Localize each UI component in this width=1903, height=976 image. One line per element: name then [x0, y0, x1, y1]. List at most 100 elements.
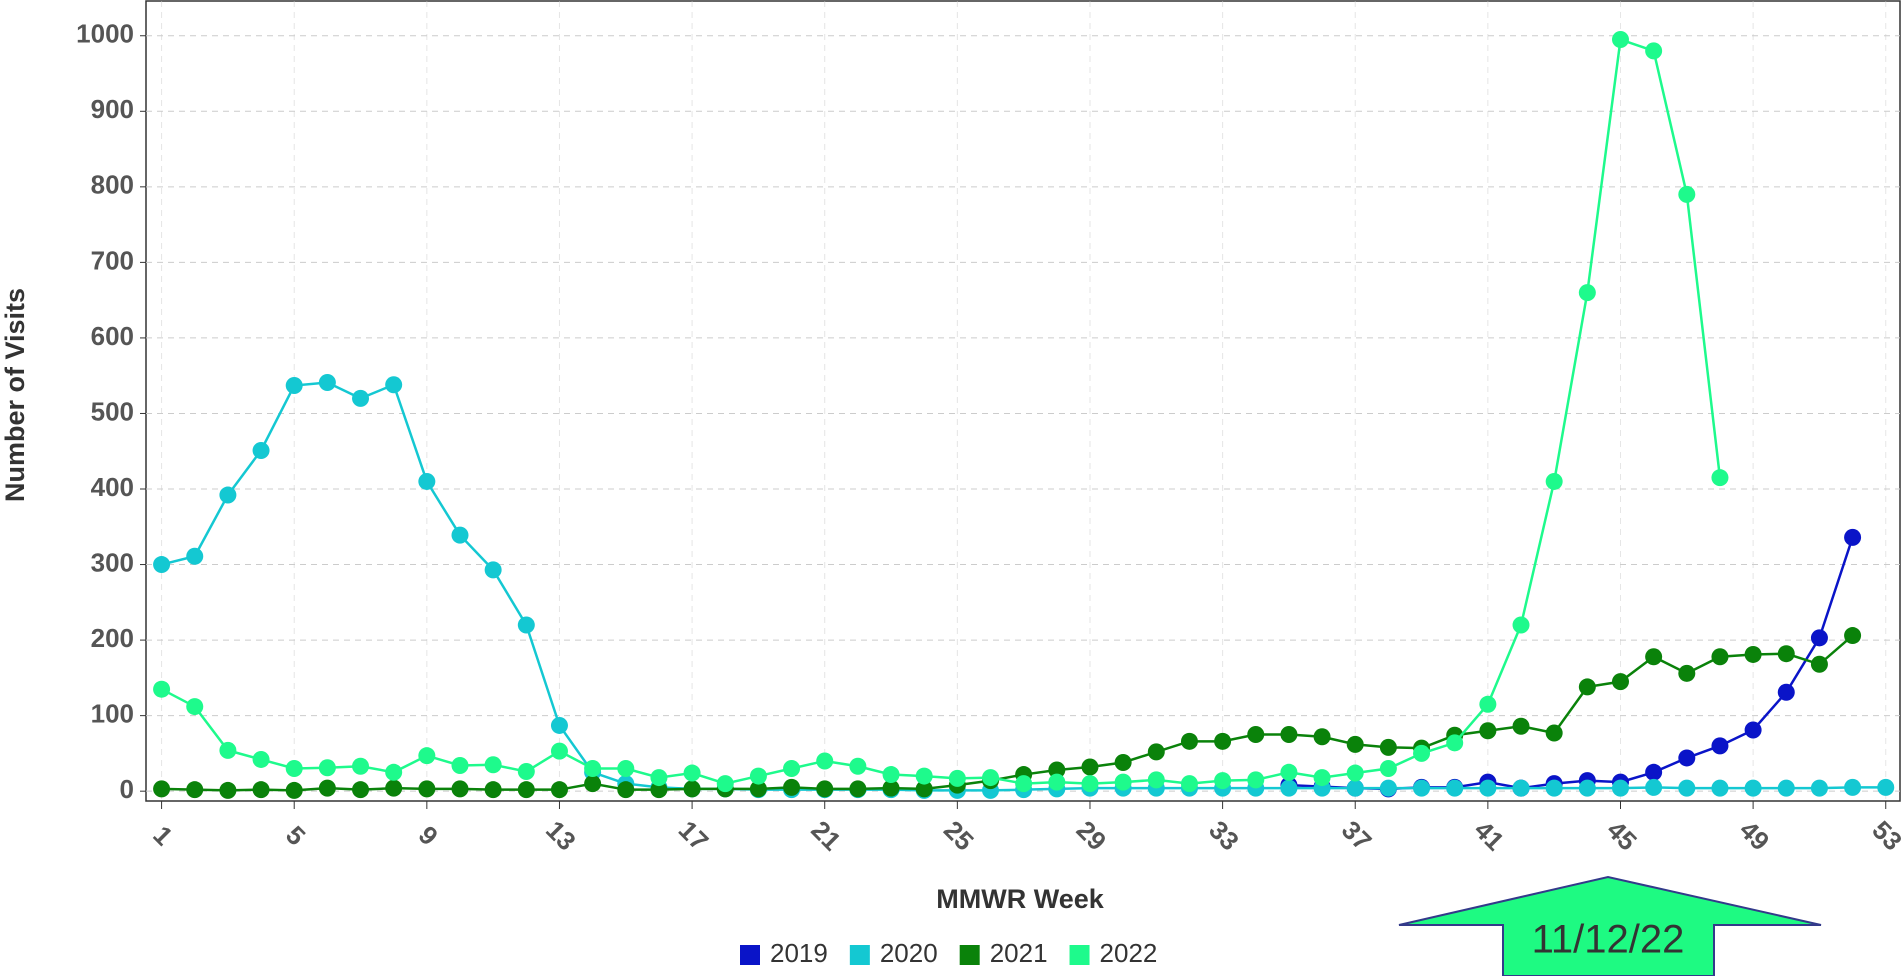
legend-swatch: [959, 945, 980, 965]
series-line: [161, 381, 1886, 792]
data-point: [617, 781, 635, 799]
x-tick-label: 53: [1866, 815, 1903, 857]
data-point: [1379, 738, 1397, 756]
data-point: [1180, 732, 1198, 750]
series-line: [1288, 536, 1854, 791]
data-point: [451, 526, 469, 544]
data-point: [285, 760, 303, 778]
series-line: [161, 634, 1854, 792]
data-point: [1114, 773, 1132, 791]
data-point: [517, 763, 535, 781]
annotation: 11/12/22: [1532, 918, 1685, 962]
data-point: [1280, 726, 1298, 744]
data-point: [219, 781, 237, 799]
legend-label: 2021: [990, 938, 1048, 968]
data-point: [318, 779, 336, 797]
data-point: [1744, 721, 1762, 739]
data-point: [650, 769, 668, 787]
data-point: [749, 767, 767, 785]
data-point: [1545, 472, 1563, 490]
data-point: [418, 747, 436, 765]
data-point: [1313, 769, 1331, 787]
data-point: [153, 680, 171, 698]
data-point: [153, 780, 171, 798]
data-point: [882, 779, 900, 797]
data-point: [1711, 469, 1729, 487]
data-point: [948, 769, 966, 787]
legend-swatch: [849, 945, 870, 965]
data-point: [352, 757, 370, 775]
data-point: [550, 716, 568, 734]
data-point: [451, 756, 469, 774]
y-tick-label: 100: [91, 699, 134, 729]
legend-label: 2020: [880, 938, 938, 968]
data-point: [1877, 778, 1895, 796]
data-point: [1645, 42, 1663, 60]
x-tick-label: 13: [540, 815, 582, 857]
data-point: [219, 486, 237, 504]
data-point: [1711, 779, 1729, 797]
data-point: [849, 757, 867, 775]
data-point: [451, 780, 469, 798]
data-point: [1578, 779, 1596, 797]
data-point: [1512, 717, 1530, 735]
x-tick-label: 49: [1734, 815, 1776, 857]
data-point: [385, 376, 403, 394]
data-point: [484, 756, 502, 774]
data-point: [418, 780, 436, 798]
data-point: [252, 750, 270, 768]
x-tick-label: 29: [1071, 815, 1113, 857]
data-point: [1678, 664, 1696, 682]
data-point: [882, 766, 900, 784]
data-point: [1479, 722, 1497, 740]
data-point: [186, 698, 204, 716]
x-tick-label: 25: [938, 815, 980, 857]
y-tick-label: 600: [91, 321, 134, 351]
data-point: [783, 760, 801, 778]
data-point: [484, 781, 502, 799]
data-point: [418, 472, 436, 490]
data-point: [816, 752, 834, 770]
y-tick-label: 200: [91, 623, 134, 653]
data-point: [1280, 763, 1298, 781]
x-tick-label: 33: [1203, 815, 1245, 857]
legend-label: 2022: [1100, 938, 1158, 968]
data-point: [1744, 779, 1762, 797]
data-point: [617, 760, 635, 778]
data-point: [1611, 31, 1629, 49]
x-tick-label: 17: [673, 815, 715, 857]
data-point: [1280, 779, 1298, 797]
data-point: [1810, 629, 1828, 647]
data-point: [153, 556, 171, 574]
y-tick-label: 1000: [76, 19, 134, 49]
y-tick-label: 500: [91, 396, 134, 426]
data-point: [1744, 645, 1762, 663]
data-point: [285, 781, 303, 799]
data-point: [584, 775, 602, 793]
data-point: [1578, 678, 1596, 696]
data-point: [1413, 744, 1431, 762]
data-point: [1844, 528, 1862, 546]
data-point: [1479, 695, 1497, 713]
data-point: [1081, 775, 1099, 793]
y-tick-label: 900: [91, 94, 134, 124]
data-point: [1479, 779, 1497, 797]
x-tick-label: 41: [1469, 815, 1511, 857]
plot-area: [145, 0, 1901, 802]
series-line: [161, 37, 1722, 785]
y-tick-label: 700: [91, 245, 134, 275]
data-point: [1611, 673, 1629, 691]
data-point: [1081, 758, 1099, 776]
data-point: [816, 780, 834, 798]
y-tick-label: 300: [91, 547, 134, 577]
data-point: [1578, 284, 1596, 302]
data-point: [1545, 779, 1563, 797]
data-point: [683, 764, 701, 782]
data-point: [1777, 645, 1795, 663]
data-point: [1645, 778, 1663, 796]
data-point: [1379, 779, 1397, 797]
data-point: [318, 373, 336, 391]
x-tick-label: 37: [1336, 815, 1378, 857]
legend-label: 2019: [770, 938, 828, 968]
